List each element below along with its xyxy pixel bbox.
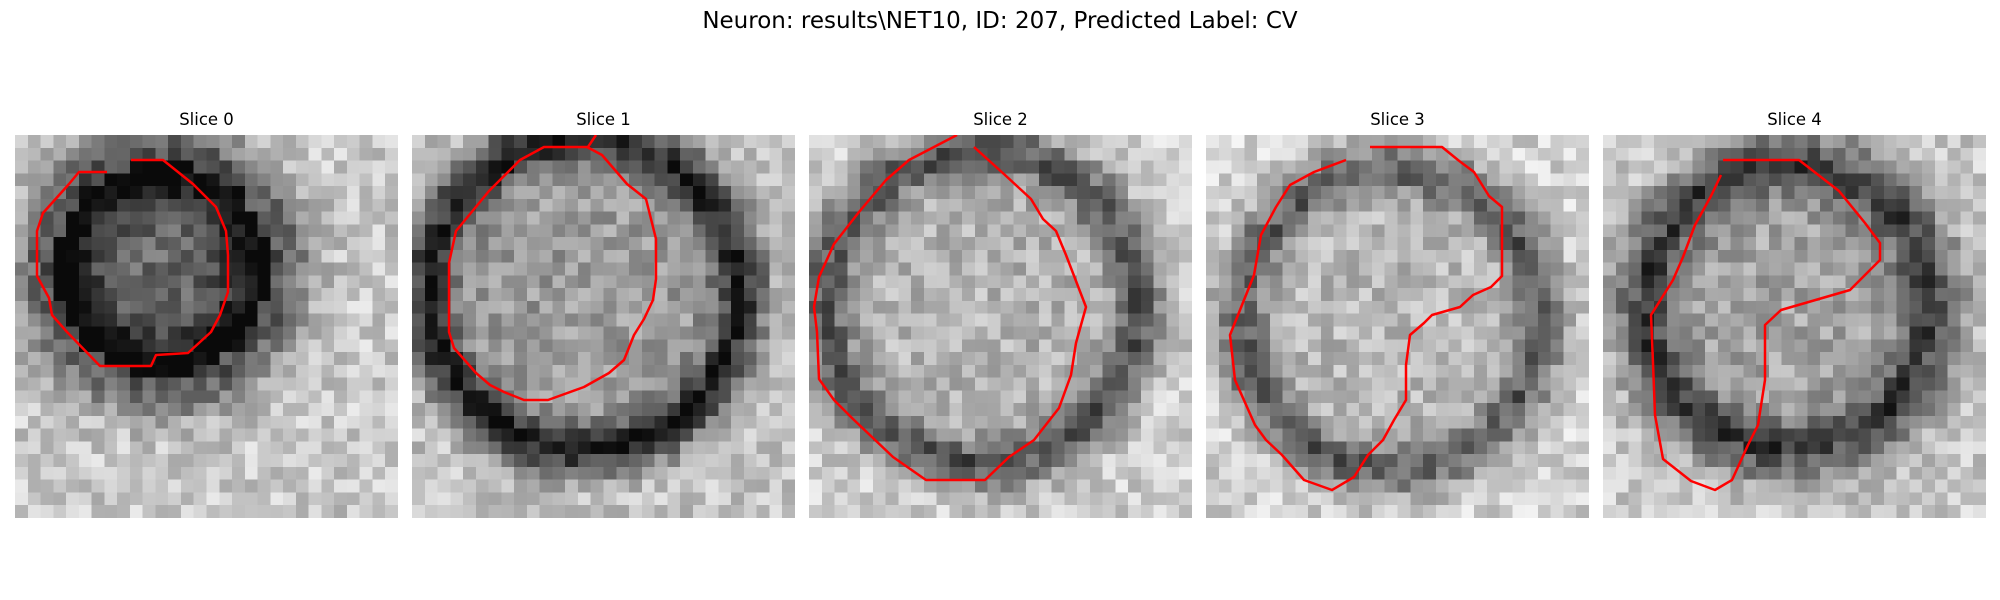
contour-overlay-1 (447, 135, 658, 402)
slice-image-2 (809, 135, 1192, 518)
contour-overlay-0 (35, 158, 230, 368)
slice-title-2: Slice 2 (973, 110, 1028, 129)
slice-image-4 (1603, 135, 1986, 518)
slice-image-1 (412, 135, 795, 518)
contour-overlay-2 (812, 135, 1088, 482)
microscopy-image-3 (1206, 135, 1589, 518)
segmentation-contour-2 (812, 135, 1088, 482)
slice-image-0 (15, 135, 398, 518)
figure-title: Neuron: results\NET10, ID: 207, Predicte… (702, 8, 1298, 34)
slice-title-1: Slice 1 (576, 110, 631, 129)
slice-title-4: Slice 4 (1767, 110, 1822, 129)
segmentation-contour-0 (35, 158, 230, 368)
contour-overlay-4 (1649, 158, 1882, 492)
microscopy-image-2 (809, 135, 1192, 518)
microscopy-image-1 (412, 135, 795, 518)
slice-image-3 (1206, 135, 1589, 518)
segmentation-contour-3 (1228, 145, 1504, 492)
microscopy-image-4 (1603, 135, 1986, 518)
slice-title-3: Slice 3 (1370, 110, 1425, 129)
segmentation-contour-1 (447, 135, 658, 402)
contour-overlay-3 (1228, 145, 1504, 492)
slice-title-0: Slice 0 (179, 110, 234, 129)
segmentation-contour-4 (1649, 158, 1882, 492)
